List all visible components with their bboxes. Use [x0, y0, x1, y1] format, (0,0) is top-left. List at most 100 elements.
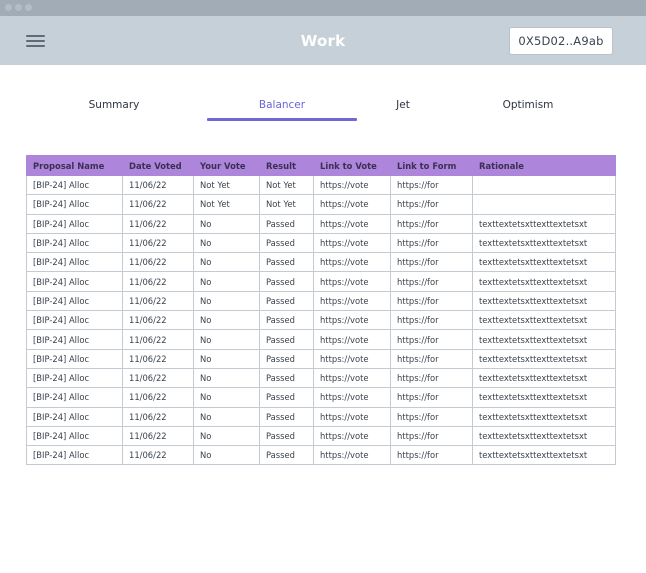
- cell-rationale: texttextetsxttexttextetsxt: [472, 271, 616, 292]
- window-minimize-dot-icon[interactable]: [15, 4, 22, 11]
- cell-link-to-vote[interactable]: https://vote: [313, 329, 391, 350]
- column-header-your-vote[interactable]: Your Vote: [193, 155, 260, 176]
- cell-your-vote: No: [193, 406, 260, 427]
- cell-date-voted: 11/06/22: [122, 406, 194, 427]
- cell-link-to-form[interactable]: https://for: [390, 271, 473, 292]
- cell-rationale: texttextetsxttexttextetsxt: [472, 290, 616, 312]
- table-row[interactable]: [BIP-24] Alloc 11/06/22 No Passed https://vo…: [26, 367, 616, 389]
- cell-link-to-form[interactable]: https://for: [390, 310, 473, 331]
- cell-rationale: texttextetsxttexttextetsxt: [472, 406, 616, 427]
- column-header-link-to-vote[interactable]: Link to Vote: [313, 155, 391, 176]
- cell-link-to-vote[interactable]: https://vote: [313, 348, 391, 369]
- tab-balancer[interactable]: Balancer: [258, 99, 306, 111]
- cell-link-to-form[interactable]: https://for: [390, 174, 473, 196]
- cell-link-to-vote[interactable]: https://vote: [313, 290, 391, 312]
- cell-date-voted: 11/06/22: [122, 174, 194, 196]
- cell-your-vote: No: [193, 425, 260, 447]
- column-header-result[interactable]: Result: [259, 155, 314, 176]
- table-header-row: Proposal Name Date Voted Your Vote Resul…: [26, 155, 616, 176]
- cell-date-voted: 11/06/22: [122, 290, 194, 312]
- cell-link-to-vote[interactable]: https://vote: [313, 213, 391, 234]
- column-header-link-to-form[interactable]: Link to Form: [390, 155, 473, 176]
- cell-link-to-vote[interactable]: https://vote: [313, 194, 391, 215]
- cell-date-voted: 11/06/22: [122, 232, 194, 254]
- cell-result: Passed: [259, 445, 314, 466]
- cell-result: Passed: [259, 213, 314, 234]
- cell-link-to-vote[interactable]: https://vote: [313, 406, 391, 427]
- app-header: Work 0X5D02..A9ab: [0, 16, 646, 65]
- cell-rationale: texttextetsxttexttextetsxt: [472, 348, 616, 369]
- cell-link-to-form[interactable]: https://for: [390, 445, 473, 466]
- tab-summary[interactable]: Summary: [88, 99, 140, 111]
- table-row[interactable]: [BIP-24] Alloc 11/06/22 No Passed https://vo…: [26, 387, 616, 408]
- cell-result: Passed: [259, 406, 314, 427]
- cell-proposal-name: [BIP-24] Alloc: [26, 425, 123, 447]
- window-close-dot-icon[interactable]: [5, 4, 12, 11]
- table-row[interactable]: [BIP-24] Alloc 11/06/22 No Passed https://vo…: [26, 445, 616, 466]
- cell-proposal-name: [BIP-24] Alloc: [26, 252, 123, 273]
- cell-rationale: texttextetsxttexttextetsxt: [472, 367, 616, 389]
- table-row[interactable]: [BIP-24] Alloc 11/06/22 No Passed https://vo…: [26, 406, 616, 427]
- cell-link-to-form[interactable]: https://for: [390, 252, 473, 273]
- cell-link-to-form[interactable]: https://for: [390, 425, 473, 447]
- page-title: Work: [300, 32, 346, 50]
- cell-your-vote: No: [193, 387, 260, 408]
- cell-date-voted: 11/06/22: [122, 310, 194, 331]
- table-row[interactable]: [BIP-24] Alloc 11/06/22 No Passed https://vo…: [26, 348, 616, 369]
- cell-proposal-name: [BIP-24] Alloc: [26, 290, 123, 312]
- cell-link-to-form[interactable]: https://for: [390, 329, 473, 350]
- cell-rationale: [472, 194, 616, 215]
- cell-date-voted: 11/06/22: [122, 252, 194, 273]
- tab-optimism[interactable]: Optimism: [502, 99, 554, 111]
- table-row[interactable]: [BIP-24] Alloc 11/06/22 No Passed https://vo…: [26, 232, 616, 254]
- cell-link-to-form[interactable]: https://for: [390, 213, 473, 234]
- cell-result: Passed: [259, 387, 314, 408]
- cell-link-to-vote[interactable]: https://vote: [313, 232, 391, 254]
- column-header-rationale[interactable]: Rationale: [472, 155, 616, 176]
- active-tab-indicator: [207, 118, 357, 121]
- cell-link-to-vote[interactable]: https://vote: [313, 425, 391, 447]
- table-row[interactable]: [BIP-24] Alloc 11/06/22 Not Yet Not Yet http…: [26, 194, 616, 215]
- cell-link-to-vote[interactable]: https://vote: [313, 252, 391, 273]
- column-header-date-voted[interactable]: Date Voted: [122, 155, 194, 176]
- cell-link-to-vote[interactable]: https://vote: [313, 271, 391, 292]
- cell-proposal-name: [BIP-24] Alloc: [26, 310, 123, 331]
- cell-proposal-name: [BIP-24] Alloc: [26, 174, 123, 196]
- cell-rationale: texttextetsxttexttextetsxt: [472, 329, 616, 350]
- cell-link-to-form[interactable]: https://for: [390, 387, 473, 408]
- table-row[interactable]: [BIP-24] Alloc 11/06/22 No Passed https://vo…: [26, 271, 616, 292]
- cell-link-to-vote[interactable]: https://vote: [313, 445, 391, 466]
- cell-link-to-form[interactable]: https://for: [390, 232, 473, 254]
- cell-rationale: texttextetsxttexttextetsxt: [472, 252, 616, 273]
- table-row[interactable]: [BIP-24] Alloc 11/06/22 No Passed https://vo…: [26, 329, 616, 350]
- cell-link-to-form[interactable]: https://for: [390, 406, 473, 427]
- tab-jet[interactable]: Jet: [396, 99, 410, 111]
- cell-proposal-name: [BIP-24] Alloc: [26, 406, 123, 427]
- cell-link-to-form[interactable]: https://for: [390, 348, 473, 369]
- hamburger-menu-icon[interactable]: [26, 35, 45, 48]
- cell-date-voted: 11/06/22: [122, 194, 194, 215]
- column-header-proposal-name[interactable]: Proposal Name: [26, 155, 123, 176]
- cell-proposal-name: [BIP-24] Alloc: [26, 271, 123, 292]
- cell-link-to-form[interactable]: https://for: [390, 367, 473, 389]
- table-row[interactable]: [BIP-24] Alloc 11/06/22 Not Yet Not Yet http…: [26, 174, 616, 196]
- cell-link-to-form[interactable]: https://for: [390, 290, 473, 312]
- cell-date-voted: 11/06/22: [122, 445, 194, 466]
- table-row[interactable]: [BIP-24] Alloc 11/06/22 No Passed https://vo…: [26, 425, 616, 447]
- cell-your-vote: No: [193, 290, 260, 312]
- table-row[interactable]: [BIP-24] Alloc 11/06/22 No Passed https://vo…: [26, 310, 616, 331]
- cell-link-to-vote[interactable]: https://vote: [313, 174, 391, 196]
- window-maximize-dot-icon[interactable]: [25, 4, 32, 11]
- cell-link-to-form[interactable]: https://for: [390, 194, 473, 215]
- cell-link-to-vote[interactable]: https://vote: [313, 387, 391, 408]
- cell-link-to-vote[interactable]: https://vote: [313, 310, 391, 331]
- cell-link-to-vote[interactable]: https://vote: [313, 367, 391, 389]
- cell-proposal-name: [BIP-24] Alloc: [26, 348, 123, 369]
- wallet-address-button[interactable]: 0X5D02..A9ab: [509, 27, 613, 55]
- cell-date-voted: 11/06/22: [122, 367, 194, 389]
- table-row[interactable]: [BIP-24] Alloc 11/06/22 No Passed https://vo…: [26, 213, 616, 234]
- table-row[interactable]: [BIP-24] Alloc 11/06/22 No Passed https://vo…: [26, 252, 616, 273]
- cell-rationale: [472, 174, 616, 196]
- table-row[interactable]: [BIP-24] Alloc 11/06/22 No Passed https://vo…: [26, 290, 616, 312]
- cell-your-vote: Not Yet: [193, 194, 260, 215]
